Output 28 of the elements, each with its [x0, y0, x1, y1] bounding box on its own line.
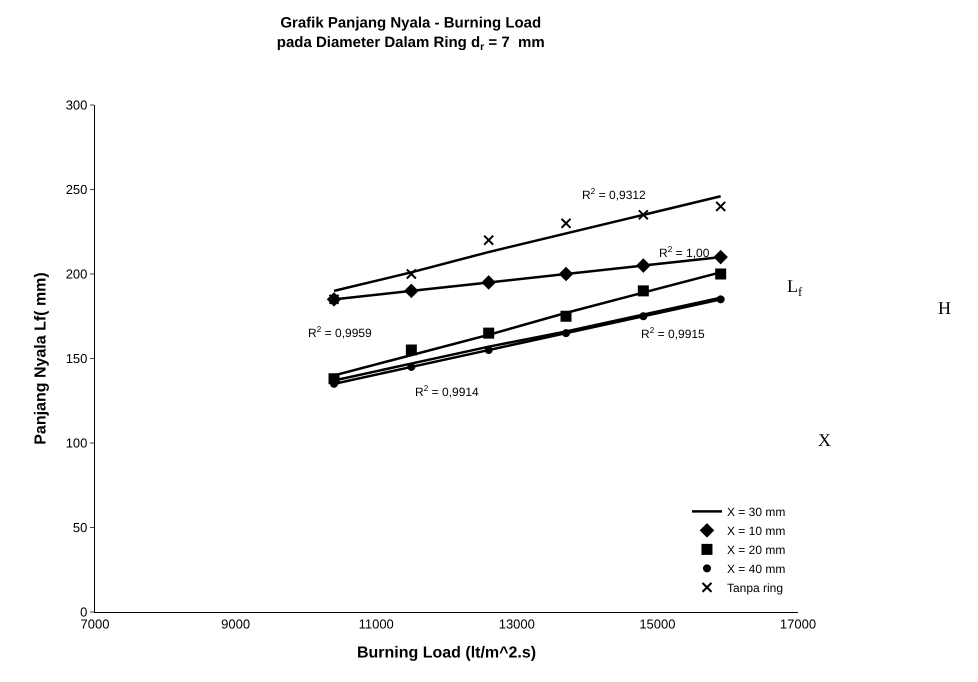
y-tick-label: 50: [72, 520, 88, 536]
chart-subtitle: pada Diameter Dalam Ring d$_{r}$ = 7 mm: [276, 34, 545, 53]
annotation: R$^{2}$ = 0,9914: [415, 383, 480, 400]
legend-label: X = 30 mm: [726, 505, 786, 520]
legend-label: X = 10 mm: [726, 524, 786, 538]
text: X: [818, 430, 831, 450]
y-tick-label: 300: [66, 98, 88, 113]
annotation: R$^{2}$ = 1,00: [659, 244, 710, 260]
x-tick-label: 15000: [639, 616, 676, 632]
annotation: L$_{f}$: [787, 276, 803, 299]
annotation: R$^{2}$ = 0,9959: [308, 324, 372, 340]
legend-label: X = 20 mm: [726, 543, 786, 558]
y-tick-label: 100: [66, 436, 88, 451]
x-tick-label: 13000: [498, 616, 535, 632]
legend-label: Tanpa ring: [726, 581, 784, 596]
x-tick-label: 17000: [780, 616, 816, 632]
y-tick-label: 200: [66, 266, 88, 282]
y-tick-label: 150: [66, 351, 88, 366]
text: H: [938, 298, 951, 318]
x-tick-label: 9000: [221, 616, 250, 632]
annotation: R$^{2}$ = 0,9312: [582, 186, 646, 202]
y-axis-title: Panjang Nyala Lf( mm): [32, 272, 50, 445]
annotation: R$^{2}$ = 0,9915: [641, 325, 706, 342]
x-axis-title: Burning Load (lt/m^2.s): [356, 644, 536, 662]
legend-label: X = 40 mm: [726, 562, 786, 576]
y-tick-label: 250: [66, 182, 88, 198]
x-tick-label: 11000: [358, 616, 394, 632]
chart-title: Grafik Panjang Nyala - Burning Load: [280, 14, 542, 32]
